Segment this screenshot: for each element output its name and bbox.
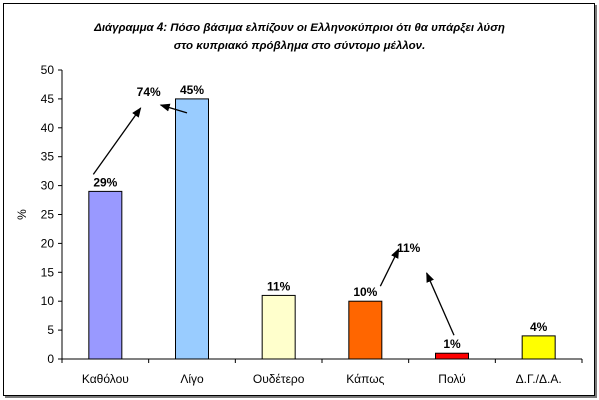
category-label: Λίγο xyxy=(180,372,204,386)
bar xyxy=(348,300,383,360)
category-label: Πολύ xyxy=(438,372,465,386)
data-label: 11% xyxy=(267,279,291,293)
y-tick-label: 25 xyxy=(41,208,55,222)
chart-title-line-2: στο κυπριακό πρόβλημα στο σύντομο μέλλον… xyxy=(173,40,426,52)
bar xyxy=(521,335,556,360)
arrow-to-74-from-ligo xyxy=(159,103,188,114)
y-tick-label: 30 xyxy=(41,179,55,193)
category-label: Δ.Γ./Δ.Α. xyxy=(516,372,562,386)
bar xyxy=(88,190,123,360)
y-tick-label: 50 xyxy=(41,63,55,77)
y-tick-label: 5 xyxy=(47,323,54,337)
plot-area: 0 5 10 15 20 25 30 35 40 45 50% 29% Καθόλου 45% Λίγο 11… xyxy=(15,63,583,386)
annotation-label: 74% xyxy=(137,85,161,99)
data-label: 45% xyxy=(180,83,204,97)
y-tick-label: 15 xyxy=(41,265,55,279)
y-tick-label: 10 xyxy=(41,294,55,308)
bar xyxy=(175,98,209,360)
arrow-to-74-from-kathólou xyxy=(92,107,142,175)
y-tick-label: 45 xyxy=(41,92,55,106)
data-label: 10% xyxy=(353,285,377,299)
y-tick-label: 0 xyxy=(47,352,54,366)
data-label: 29% xyxy=(93,175,117,189)
arrow-to-11-from-poly xyxy=(426,272,455,336)
y-tick-label: 35 xyxy=(41,150,55,164)
y-tick-label: 40 xyxy=(41,121,55,135)
chart-title-line-1: Διάγραμμα 4: Πόσο βάσιμα ελπίζουν οι Ελλ… xyxy=(94,22,505,34)
data-label: 1% xyxy=(443,337,461,351)
category-label: Κάπως xyxy=(346,372,384,386)
bar xyxy=(261,294,296,360)
data-label: 4% xyxy=(530,320,548,334)
bar xyxy=(435,352,469,360)
category-label: Καθόλου xyxy=(82,372,129,386)
y-tick-label: 20 xyxy=(41,236,55,250)
annotation-label: 11% xyxy=(397,241,421,255)
category-label: Ουδέτερο xyxy=(253,372,305,386)
arrow-to-11-from-kapos xyxy=(379,248,400,287)
y-axis-label: % xyxy=(15,209,29,220)
